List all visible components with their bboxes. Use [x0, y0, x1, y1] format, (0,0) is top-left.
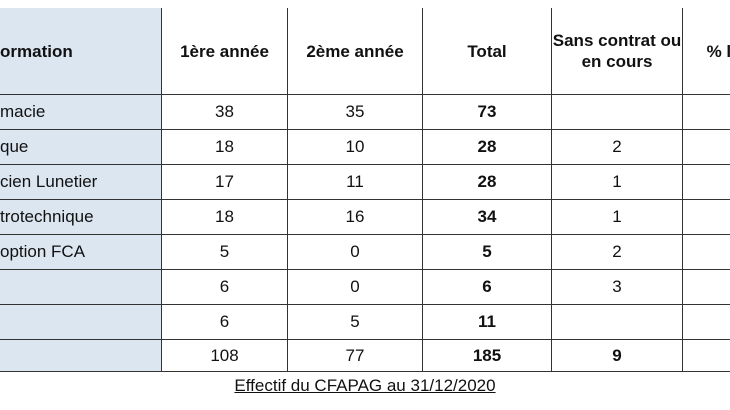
table-cell: cien Lunetier — [0, 165, 162, 200]
header-cell: Sans contrat ou en cours — [552, 8, 683, 95]
header-cell: % l'effe — [683, 8, 730, 95]
table-cell: 5 — [288, 305, 423, 340]
table-cell: 34 — [423, 200, 552, 235]
table-cell — [683, 305, 730, 340]
table-cell: 5 — [162, 235, 288, 270]
table-cell — [0, 305, 162, 340]
caption: Effectif du CFAPAG au 31/12/2020 — [234, 376, 496, 395]
table-cell: 0 — [288, 235, 423, 270]
table-cell — [683, 235, 730, 270]
table-cell: 38 — [162, 95, 288, 130]
table-cell: 108 — [162, 340, 288, 372]
table-cell: 6 — [162, 270, 288, 305]
table-cell: 73 — [423, 95, 552, 130]
table-cell: 6 — [423, 270, 552, 305]
table-cell: 18 — [162, 130, 288, 165]
table-cell: 77 — [288, 340, 423, 372]
table-cell — [552, 305, 683, 340]
table-cell: macie — [0, 95, 162, 130]
table-cell: 28 — [423, 165, 552, 200]
table-cell: 10 — [288, 130, 423, 165]
table-cell: 17 — [162, 165, 288, 200]
table-cell: 11 — [288, 165, 423, 200]
table-cell: 2 — [552, 235, 683, 270]
header-cell: 1ère année — [162, 8, 288, 95]
table-cell: 5 — [423, 235, 552, 270]
table-cell: 1 — [552, 165, 683, 200]
table-cell: 1 — [552, 200, 683, 235]
table-cell — [683, 270, 730, 305]
table-cell: que — [0, 130, 162, 165]
table-cell — [683, 130, 730, 165]
table-cell — [683, 165, 730, 200]
header-cell: 2ème année — [288, 8, 423, 95]
table-cell — [552, 95, 683, 130]
table-cell: 35 — [288, 95, 423, 130]
table-cell: 0 — [288, 270, 423, 305]
table-cell: 18 — [162, 200, 288, 235]
table-cell: 185 — [423, 340, 552, 372]
table-cell: 6 — [162, 305, 288, 340]
table-cell: 16 — [288, 200, 423, 235]
table-cell — [0, 270, 162, 305]
table-cell — [683, 340, 730, 372]
table-cell — [683, 200, 730, 235]
table-cell: 11 — [423, 305, 552, 340]
table-cell: 3 — [683, 95, 730, 130]
table-cell: 9 — [552, 340, 683, 372]
table-cell: 28 — [423, 130, 552, 165]
table-cell — [0, 340, 162, 372]
table-cell: 3 — [552, 270, 683, 305]
table-cell: option FCA — [0, 235, 162, 270]
table-cell: trotechnique — [0, 200, 162, 235]
header-cell: ormation — [0, 8, 162, 95]
header-cell: Total — [423, 8, 552, 95]
table-cell: 2 — [552, 130, 683, 165]
